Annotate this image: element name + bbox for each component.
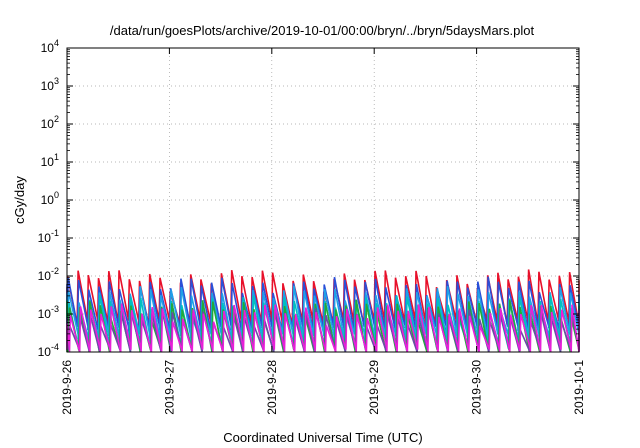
x-tick-labels: 2019-9-26 2019-9-27 2019-9-28 2019-9-29 2019… — [60, 360, 586, 415]
y-tick-label-exponent: -2 — [51, 266, 59, 276]
y-tick-label-exponent: -3 — [51, 304, 59, 314]
y-tick-label: 104 — [41, 38, 59, 55]
y-tick-label: 10-2 — [38, 266, 59, 283]
x-tick-label: 2019-9-28 — [265, 360, 279, 415]
ticks — [66, 47, 580, 353]
y-tick-label-base: 10 — [41, 79, 55, 93]
y-tick-label: 100 — [41, 190, 59, 207]
y-tick-label: 102 — [41, 114, 59, 131]
chart-title: /data/run/goesPlots/archive/2019-10-01/0… — [110, 23, 535, 38]
x-tick-label: 2019-9-30 — [470, 360, 484, 415]
y-tick-label-exponent: 3 — [54, 76, 59, 86]
y-tick-label-base: 10 — [38, 269, 52, 283]
y-tick-label-exponent: 1 — [54, 152, 59, 162]
y-tick-label-exponent: -4 — [51, 342, 59, 352]
x-axis-label: Coordinated Universal Time (UTC) — [223, 430, 422, 445]
y-tick-label-exponent: 4 — [54, 38, 59, 48]
y-tick-label-base: 10 — [41, 117, 55, 131]
y-tick-label-base: 10 — [41, 41, 55, 55]
y-tick-label: 103 — [41, 76, 59, 93]
y-tick-label-exponent: 0 — [54, 190, 59, 200]
y-tick-label-base: 10 — [38, 231, 52, 245]
x-tick-label: 2019-9-27 — [162, 360, 176, 415]
y-axis-label: cGy/day — [12, 176, 27, 224]
series-group — [66, 269, 580, 353]
x-tick-label: 2019-9-29 — [367, 360, 381, 415]
y-tick-label-base: 10 — [38, 345, 52, 359]
x-tick-label: 2019-10-1 — [572, 360, 586, 415]
y-tick-label-base: 10 — [41, 155, 55, 169]
y-tick-label-base: 10 — [38, 307, 52, 321]
y-tick-label-exponent: 2 — [54, 114, 59, 124]
y-tick-label-base: 10 — [41, 193, 55, 207]
y-tick-label: 10-4 — [38, 342, 59, 359]
x-tick-label: 2019-9-26 — [60, 360, 74, 415]
y-tick-label: 10-3 — [38, 304, 59, 321]
y-tick-label: 10-1 — [38, 228, 59, 245]
y-tick-label-exponent: -1 — [51, 228, 59, 238]
y-tick-label: 101 — [41, 152, 59, 169]
